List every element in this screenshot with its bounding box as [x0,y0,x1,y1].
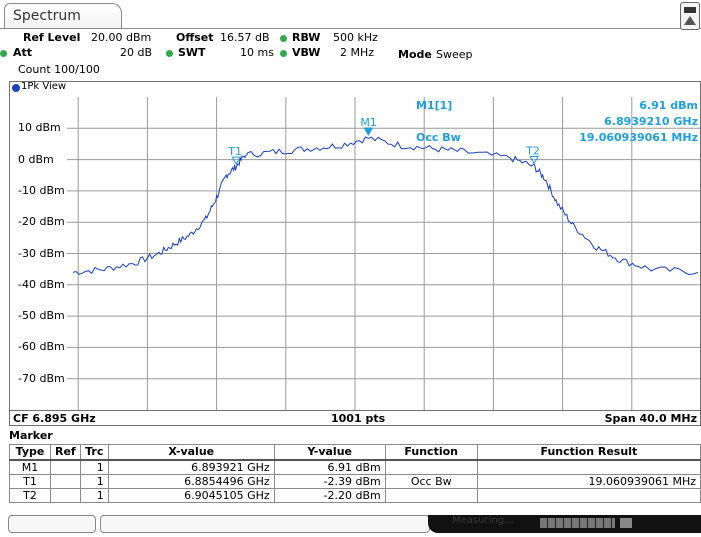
cell-y-value: -2.39 dBm [273,473,386,489]
swt-value[interactable]: 10 ms [240,46,274,59]
marker-m1-label: M1 [360,116,377,129]
cell-function-result [476,459,701,475]
tab-strip: Spectrum [0,0,701,30]
marker-t2-label: T2 [525,144,540,157]
col-function: Function [384,444,478,461]
att-label: Att [13,46,33,59]
offset-value[interactable]: 16.57 dB [220,31,270,44]
table-row[interactable]: T2 1 6.9045105 GHz -2.20 dBm [9,487,701,503]
cell-function [384,487,478,503]
marker-t1-label: T1 [227,145,242,158]
tab-divider [0,28,701,29]
marker-t1-symbol[interactable] [231,156,242,166]
col-y-value: Y-value [273,444,386,461]
grid [67,97,700,410]
col-ref: Ref [50,444,81,461]
view-label: 1Pk View [21,81,67,92]
vbw-value[interactable]: 2 MHz [340,46,375,59]
window-layout-button[interactable] [680,2,700,30]
cell-x-value: 6.8854496 GHz [107,473,275,489]
cell-function: Occ Bw [384,473,478,489]
y-tick-label: -20 dBm [18,215,65,229]
y-tick-label: 10 dBm [18,121,61,135]
swt-indicator-dot [166,50,173,57]
marker-table: Type Ref Trc X-value Y-value Function Fu… [9,444,701,503]
sweep-count: Count 100/100 [18,63,100,76]
cell-y-value: 6.91 dBm [273,459,386,475]
cell-ref [50,459,81,475]
rbw-value[interactable]: 500 kHz [333,31,378,44]
cell-y-value: -2.20 dBm [273,487,386,503]
col-type: Type [9,444,51,461]
measurement-progress-bar [540,518,615,528]
cell-function-result [476,487,701,503]
vbw-label: VBW [292,46,321,59]
measuring-status: Measuring... [452,515,514,526]
y-tick-label: -10 dBm [18,183,65,197]
center-frequency[interactable]: CF 6.895 GHz [13,412,96,425]
y-tick-label: 0 dBm [18,152,54,166]
marker-table-title: Marker [9,429,53,442]
layout-icon [684,7,696,13]
marker-m1-symbol[interactable] [363,127,374,137]
offset-label: Offset [176,31,214,44]
swt-label: SWT [178,46,206,59]
cell-ref [50,487,81,503]
cell-x-value: 6.893921 GHz [107,459,275,475]
cell-trc: 1 [79,473,109,489]
tab-spectrum-label: Spectrum [13,8,81,24]
rbw-label: RBW [292,31,321,44]
sweep-points[interactable]: 1001 pts [331,412,386,425]
col-function-result: Function Result [476,444,701,461]
ref-level-label: Ref Level [23,31,81,44]
marker-t2-symbol[interactable] [529,155,539,165]
occ-bw-label: Occ Bw [416,131,461,144]
mode-label: Mode [398,48,432,61]
cell-type: M1 [9,459,51,475]
diagram-footer: CF 6.895 GHz 1001 pts Span 40.0 MHz [9,410,701,426]
span[interactable]: Span 40.0 MHz [604,412,697,425]
trace-line [72,136,699,276]
y-tick-label: -50 dBm [18,309,65,323]
y-tick-label: -70 dBm [18,371,65,385]
cell-ref [50,473,81,489]
cell-trc: 1 [79,459,109,475]
markers: M1 T1 T2 [227,116,540,166]
status-field-2[interactable] [100,515,430,533]
rbw-indicator-dot [280,35,287,42]
trace [72,136,699,276]
triangle-icon [684,16,696,25]
ref-level-value[interactable]: 20.00 dBm [91,31,152,44]
mode-value[interactable]: Sweep [436,48,473,61]
tab-spectrum[interactable]: Spectrum [4,3,122,29]
att-value[interactable]: 20 dB [120,46,153,59]
col-x-value: X-value [107,444,275,461]
cell-type: T1 [9,473,51,489]
att-indicator-dot [0,50,7,57]
cell-function [384,459,478,475]
measurement-settings: Ref Level 20.00 dBm Offset 16.57 dB RBW … [0,29,701,81]
table-row[interactable]: T1 1 6.8854496 GHz -2.39 dBm Occ Bw 19.0… [9,473,701,489]
marker-info-frequency: 6.8939210 GHz [604,115,698,128]
y-tick-label: -30 dBm [18,246,65,260]
marker-info-title: M1[1] [416,99,453,112]
y-tick-label: -60 dBm [18,340,65,354]
marker-info-level: 6.91 dBm [639,99,698,112]
cell-trc: 1 [79,487,109,503]
cell-function-result: 19.060939061 MHz [476,473,701,489]
cell-x-value: 6.9045105 GHz [107,487,275,503]
col-trc: Trc [79,444,109,461]
cell-type: T2 [9,487,51,503]
status-field-1[interactable] [8,515,96,533]
vbw-indicator-dot [280,50,287,57]
table-row[interactable]: M1 1 6.893921 GHz 6.91 dBm [9,459,701,475]
progress-indicator [620,518,632,528]
view-indicator-dot [12,84,20,92]
y-tick-label: -40 dBm [18,277,65,291]
occ-bw-value: 19.060939061 MHz [579,131,698,144]
